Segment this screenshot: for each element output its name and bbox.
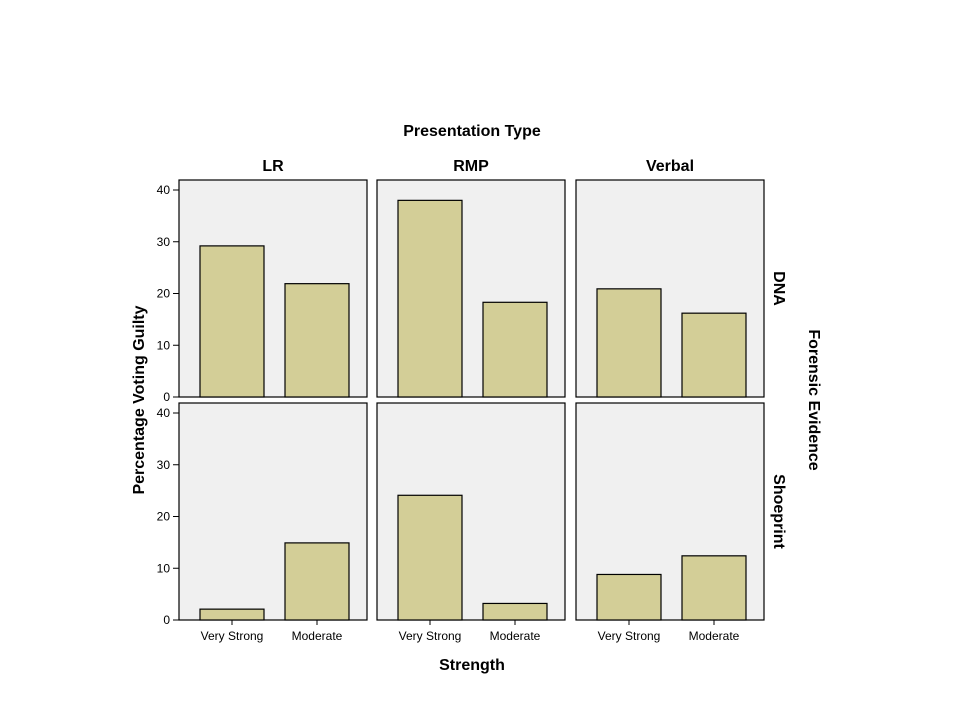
y-tick-label-dna-30: 30 — [157, 235, 171, 249]
bar-dna-rmp-moderate — [482, 301, 548, 398]
y-tick-label-dna-20: 20 — [157, 287, 171, 301]
x-axis-label: Strength — [439, 657, 505, 674]
column-facet-label-lr: LR — [262, 158, 284, 175]
column-facet-label-verbal: Verbal — [646, 158, 694, 175]
row-facet-label-shoeprint: Shoeprint — [770, 474, 787, 549]
row-facet-label-dna: DNA — [770, 271, 787, 306]
bar-shoeprint-verbal-moderate — [681, 555, 747, 621]
y-tick-label-dna-40: 40 — [157, 183, 171, 197]
bar-dna-lr-moderate — [284, 283, 350, 398]
panels-layer: LR RMP Verbal DNA Shoeprint 0 10 20 30 40 0 10 20 30 4… — [157, 158, 787, 643]
bar-shoeprint-rmp-moderate — [482, 602, 548, 621]
x-tick-label-lr-moderate: Moderate — [292, 629, 343, 643]
y-tick-label-shoeprint-40: 40 — [157, 406, 171, 420]
bar-dna-rmp-very-strong — [397, 199, 463, 398]
bar-shoeprint-lr-very-strong — [199, 608, 265, 621]
bar-dna-verbal-moderate — [681, 312, 747, 398]
chart-title: Presentation Type — [403, 123, 541, 140]
bar-shoeprint-lr-moderate — [284, 542, 350, 621]
bar-shoeprint-verbal-very-strong — [596, 573, 662, 621]
bar-shoeprint-rmp-very-strong — [397, 494, 463, 621]
column-facet-label-rmp: RMP — [453, 158, 489, 175]
bar-dna-verbal-very-strong — [596, 288, 662, 398]
x-tick-label-verbal-very-strong: Very Strong — [598, 629, 661, 643]
x-tick-label-lr-very-strong: Very Strong — [201, 629, 264, 643]
y-tick-label-shoeprint-10: 10 — [157, 561, 171, 575]
y-tick-label-shoeprint-30: 30 — [157, 458, 171, 472]
x-tick-label-verbal-moderate: Moderate — [689, 629, 740, 643]
y-tick-label-dna-0: 0 — [163, 390, 170, 404]
x-tick-label-rmp-very-strong: Very Strong — [399, 629, 462, 643]
row-facet-title: Forensic Evidence — [805, 329, 822, 470]
y-axis-label: Percentage Voting Guilty — [131, 305, 148, 494]
x-tick-label-rmp-moderate: Moderate — [490, 629, 541, 643]
y-tick-label-shoeprint-0: 0 — [163, 613, 170, 627]
y-tick-label-shoeprint-20: 20 — [157, 510, 171, 524]
y-tick-label-dna-10: 10 — [157, 338, 171, 352]
bar-dna-lr-very-strong — [199, 245, 265, 398]
